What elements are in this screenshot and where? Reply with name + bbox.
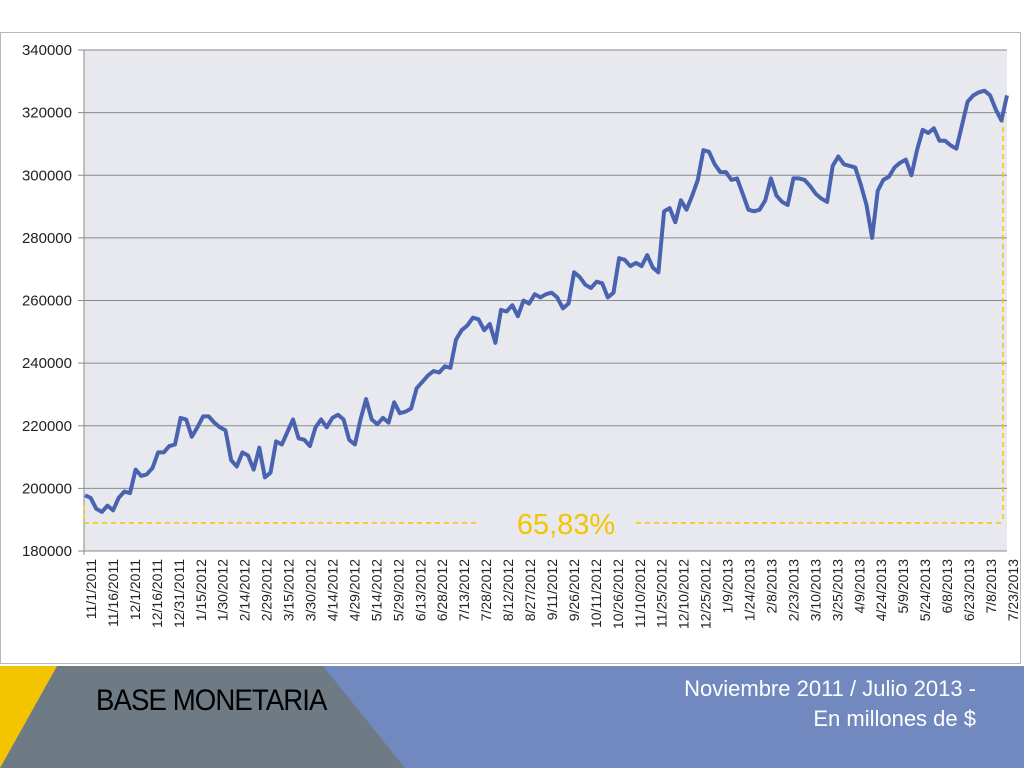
subtitle-units: En millones de $ bbox=[813, 706, 976, 731]
y-tick-label: 340000 bbox=[22, 42, 72, 59]
x-tick-label: 11/1/2011 bbox=[83, 559, 99, 619]
subtitle-period: Noviembre 2011 / Julio 2013 - bbox=[684, 676, 976, 701]
x-tick-label: 8/27/2012 bbox=[522, 559, 538, 621]
x-tick-label: 2/14/2012 bbox=[237, 559, 253, 621]
x-tick-label: 8/12/2012 bbox=[500, 559, 516, 621]
x-tick-label: 5/24/2013 bbox=[917, 559, 933, 621]
x-tick-label: 7/28/2012 bbox=[478, 559, 494, 621]
x-tick-label: 7/13/2012 bbox=[456, 559, 472, 621]
x-tick-label: 11/10/2012 bbox=[632, 559, 648, 628]
x-tick-label: 4/24/2013 bbox=[873, 559, 889, 621]
x-tick-label: 3/25/2013 bbox=[829, 559, 845, 621]
x-tick-label: 9/26/2012 bbox=[566, 559, 582, 621]
banner-yellow-triangle bbox=[0, 666, 57, 768]
x-tick-label: 12/25/2012 bbox=[698, 559, 714, 629]
y-tick-label: 200000 bbox=[22, 480, 72, 497]
banner-gray-panel bbox=[0, 666, 405, 768]
banner-shapes bbox=[0, 666, 1024, 768]
x-tick-label: 3/30/2012 bbox=[303, 559, 319, 621]
x-tick-label: 4/9/2013 bbox=[851, 559, 867, 614]
x-tick-label: 11/25/2012 bbox=[654, 559, 670, 628]
y-tick-label: 280000 bbox=[22, 230, 72, 247]
growth-annotation-label: 65,83% bbox=[517, 509, 615, 541]
x-tick-label: 1/24/2013 bbox=[742, 559, 758, 621]
x-tick-label: 3/10/2013 bbox=[807, 559, 823, 621]
x-tick-label: 10/11/2012 bbox=[588, 559, 604, 628]
x-tick-label: 5/29/2012 bbox=[390, 559, 406, 621]
y-tick-label: 220000 bbox=[22, 418, 72, 435]
x-tick-label: 5/9/2013 bbox=[895, 559, 911, 614]
slide-title: BASE MONETARIA bbox=[96, 684, 327, 717]
y-tick-label: 300000 bbox=[22, 167, 72, 184]
series-line bbox=[84, 88, 1009, 514]
x-tick-label: 6/13/2012 bbox=[412, 559, 428, 621]
x-tick-label: 10/26/2012 bbox=[610, 559, 626, 629]
x-tick-label: 12/1/2011 bbox=[127, 559, 143, 620]
x-tick-label: 1/15/2012 bbox=[193, 559, 209, 621]
x-tick-label: 1/30/2012 bbox=[215, 559, 231, 621]
title-banner bbox=[0, 666, 1024, 768]
x-tick-label: 12/10/2012 bbox=[676, 559, 692, 629]
y-tick-label: 260000 bbox=[22, 293, 72, 310]
x-tick-label: 6/8/2013 bbox=[939, 559, 955, 614]
x-tick-label: 7/8/2013 bbox=[983, 559, 999, 614]
x-tick-label: 2/23/2013 bbox=[785, 559, 801, 621]
x-tick-label: 1/9/2013 bbox=[720, 559, 736, 614]
x-tick-label: 4/29/2012 bbox=[346, 559, 362, 621]
x-tick-label: 3/15/2012 bbox=[281, 559, 297, 621]
x-tick-label: 12/16/2011 bbox=[149, 559, 165, 628]
x-tick-label: 9/11/2012 bbox=[544, 559, 560, 620]
x-tick-label: 2/29/2012 bbox=[259, 559, 275, 621]
y-tick-label: 180000 bbox=[22, 543, 72, 560]
x-tick-label: 2/8/2013 bbox=[763, 559, 779, 614]
x-tick-label: 4/14/2012 bbox=[324, 559, 340, 621]
y-tick-label: 320000 bbox=[22, 105, 72, 122]
x-tick-label: 12/31/2011 bbox=[171, 559, 187, 628]
y-tick-label: 240000 bbox=[22, 355, 72, 372]
x-tick-label: 5/14/2012 bbox=[368, 559, 384, 621]
x-tick-label: 6/23/2013 bbox=[961, 559, 977, 621]
x-tick-label: 11/16/2011 bbox=[105, 559, 121, 627]
x-tick-label: 6/28/2012 bbox=[434, 559, 450, 621]
x-tick-label: 7/23/2013 bbox=[1005, 559, 1021, 621]
